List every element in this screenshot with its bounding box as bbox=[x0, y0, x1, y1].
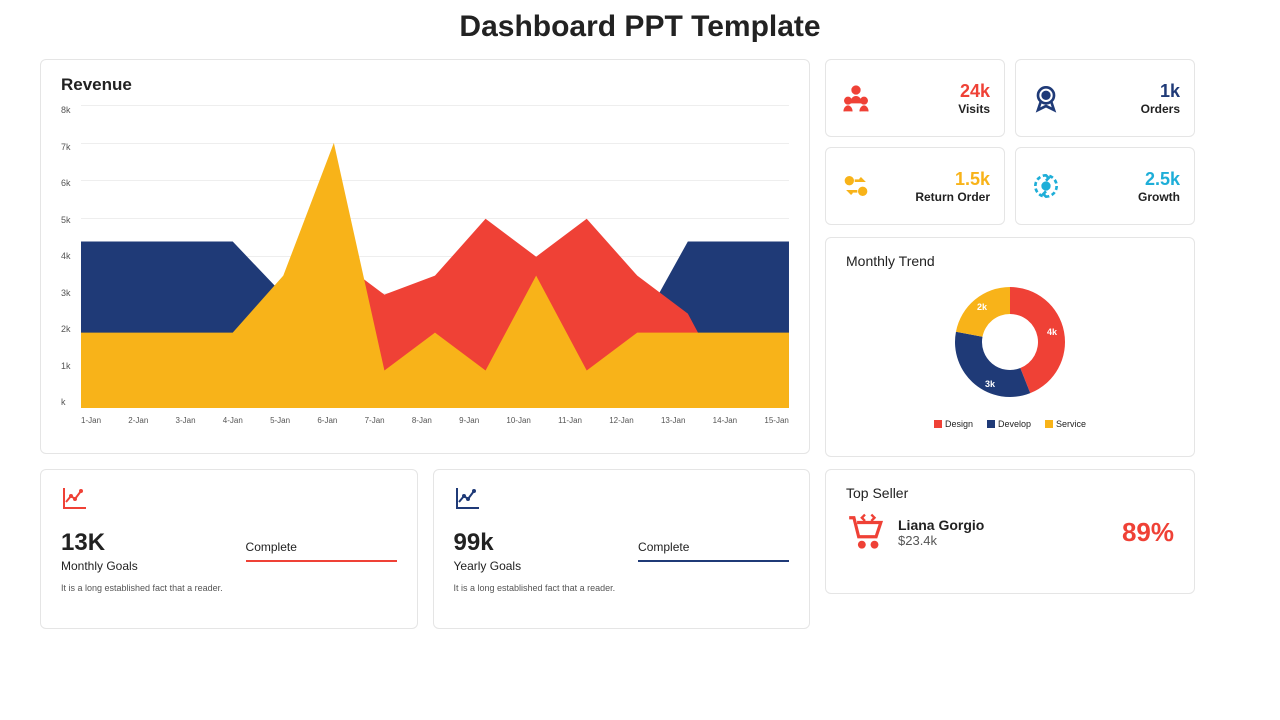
seller-name: Liana Gorgio bbox=[898, 517, 984, 533]
goal-card-1: 99k Yearly Goals Complete It is a long est… bbox=[433, 469, 811, 629]
monthly-trend-title: Monthly Trend bbox=[846, 253, 1174, 269]
donut-label-1: 3k bbox=[985, 379, 995, 389]
cart-icon bbox=[846, 513, 884, 551]
legend-item: Design bbox=[934, 419, 973, 429]
seller-percent: 89% bbox=[1122, 517, 1174, 548]
stat-label: Return Order bbox=[882, 190, 990, 204]
goal-desc: It is a long established fact that a rea… bbox=[61, 583, 397, 593]
stat-value: 24k bbox=[882, 81, 990, 102]
revenue-x-axis: 1-Jan2-Jan3-Jan4-Jan5-Jan6-Jan7-Jan8-Jan… bbox=[81, 416, 789, 425]
stat-card-1: 1kOrders bbox=[1015, 59, 1195, 137]
legend-item: Develop bbox=[987, 419, 1031, 429]
stat-card-0: 24kVisits bbox=[825, 59, 1005, 137]
stat-value: 1.5k bbox=[882, 169, 990, 190]
goal-status: Complete bbox=[638, 540, 789, 554]
exchange-icon bbox=[840, 170, 872, 202]
page-title: Dashboard PPT Template bbox=[40, 10, 1240, 44]
people-icon bbox=[840, 82, 872, 114]
goal-label: Yearly Goals bbox=[454, 559, 522, 573]
revenue-area-chart bbox=[81, 105, 789, 408]
seller-amount: $23.4k bbox=[898, 533, 984, 548]
goals-row: 13K Monthly Goals Complete It is a long es… bbox=[40, 469, 810, 629]
growth-icon bbox=[1030, 170, 1062, 202]
goal-card-0: 13K Monthly Goals Complete It is a long es… bbox=[40, 469, 418, 629]
revenue-title: Revenue bbox=[61, 75, 789, 95]
goal-status: Complete bbox=[246, 540, 397, 554]
legend-item: Service bbox=[1045, 419, 1086, 429]
stat-label: Visits bbox=[882, 102, 990, 116]
stat-label: Orders bbox=[1072, 102, 1180, 116]
monthly-trend-card: Monthly Trend 4k 3k 2k Design Develop Serv… bbox=[825, 237, 1195, 457]
badge-icon bbox=[1030, 82, 1062, 114]
stat-card-2: 1.5kReturn Order bbox=[825, 147, 1005, 225]
stat-card-3: 2.5kGrowth bbox=[1015, 147, 1195, 225]
goal-value: 99k bbox=[454, 529, 522, 557]
donut-label-2: 2k bbox=[977, 302, 987, 312]
donut-label-0: 4k bbox=[1047, 327, 1057, 337]
goal-desc: It is a long established fact that a rea… bbox=[454, 583, 790, 593]
donut-chart: 4k 3k 2k bbox=[945, 277, 1075, 407]
stat-value: 1k bbox=[1072, 81, 1180, 102]
stat-value: 2.5k bbox=[1072, 169, 1180, 190]
chart-icon bbox=[61, 486, 89, 510]
stat-label: Growth bbox=[1072, 190, 1180, 204]
stats-grid: 24kVisits1kOrders1.5kReturn Order2.5kGro… bbox=[825, 59, 1195, 225]
revenue-chart-card: Revenue 8k7k6k5k4k3k2k1kk 1-Jan2-Jan3-Ja… bbox=[40, 59, 810, 454]
donut-legend: Design Develop Service bbox=[934, 419, 1086, 429]
chart-icon bbox=[454, 486, 482, 510]
top-seller-card: Top Seller Liana Gorgio $23.4k 89% bbox=[825, 469, 1195, 594]
top-seller-title: Top Seller bbox=[846, 485, 1174, 501]
goal-value: 13K bbox=[61, 529, 138, 557]
revenue-y-axis: 8k7k6k5k4k3k2k1kk bbox=[61, 105, 81, 425]
goal-label: Monthly Goals bbox=[61, 559, 138, 573]
